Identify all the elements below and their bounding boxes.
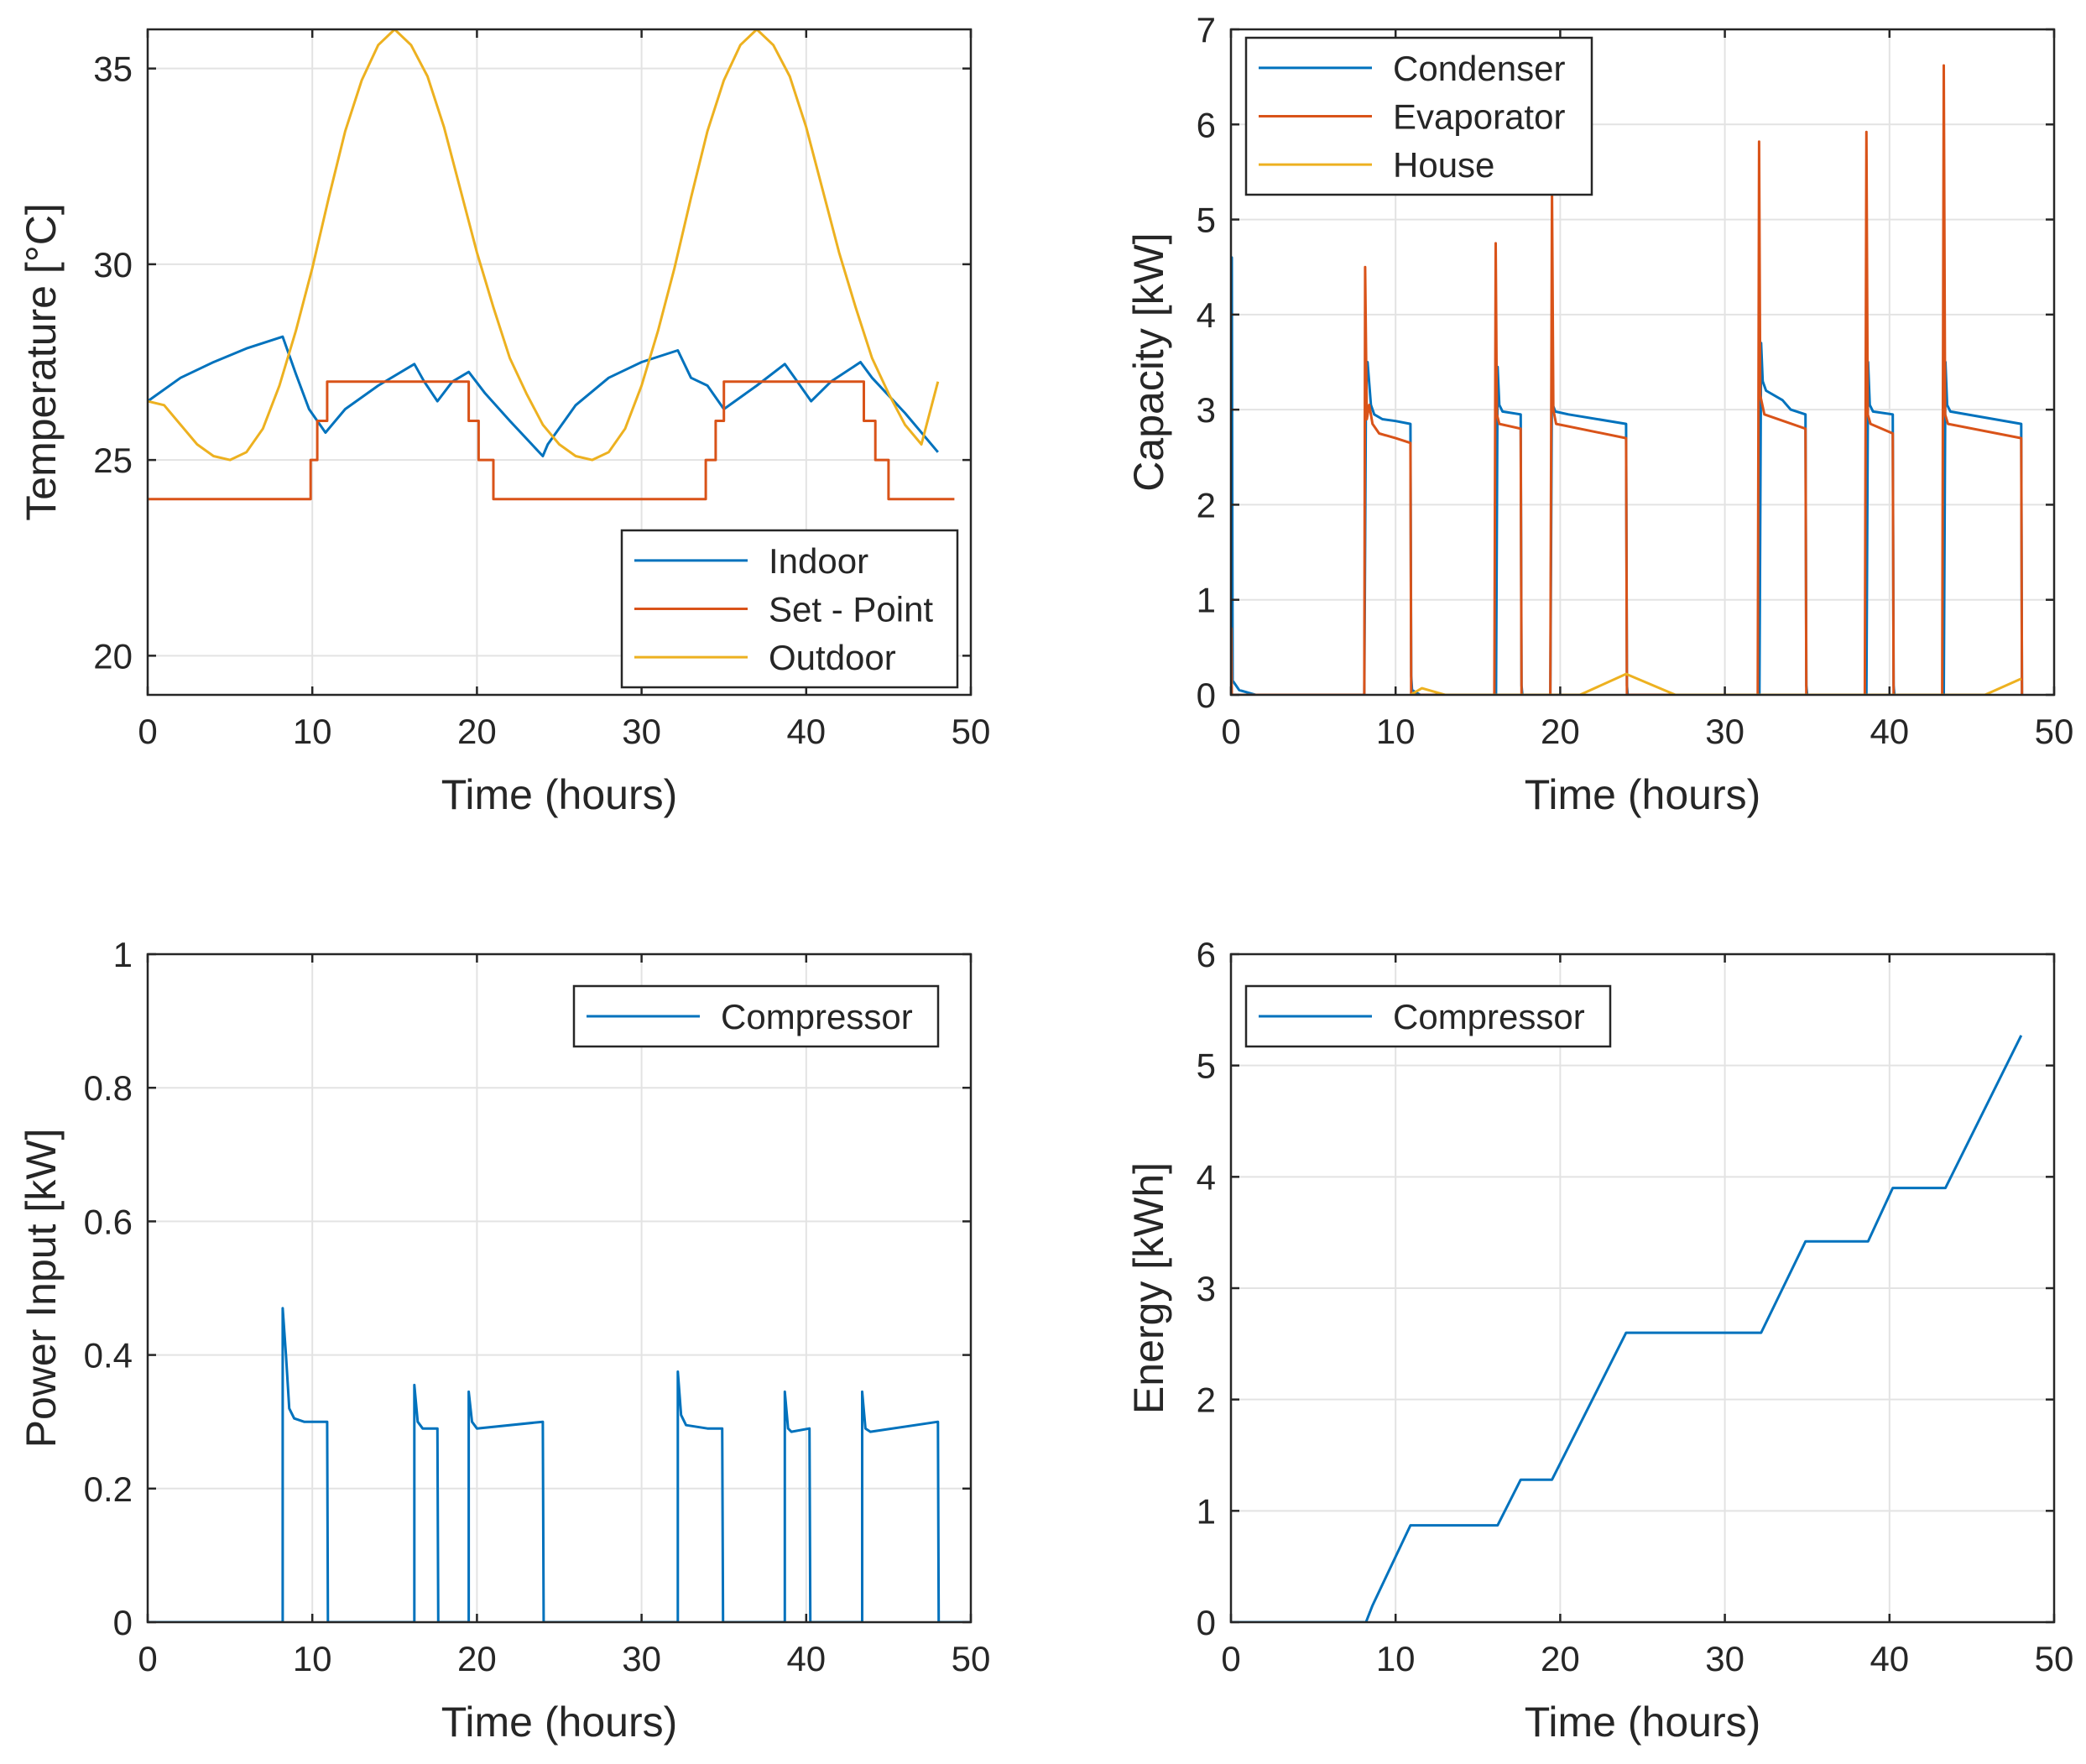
y-axis-label: Energy [kWh] xyxy=(1125,1162,1172,1414)
y-tick-label: 5 xyxy=(1197,1046,1216,1086)
y-tick-label: 0.6 xyxy=(84,1202,133,1241)
y-tick-label: 1 xyxy=(1197,581,1216,620)
y-tick-label: 0.8 xyxy=(84,1068,133,1108)
capacity-panel: 0 10 20 30 40 50 0 1 2 3 4 5 6 7 Time (hours) Capacity … xyxy=(1125,10,2073,818)
y-tick-label: 0.2 xyxy=(84,1469,133,1509)
x-tick-label: 30 xyxy=(622,712,661,751)
series-group xyxy=(1231,1035,2023,1622)
y-tick-label: 35 xyxy=(93,50,133,89)
plot-area xyxy=(148,954,971,1622)
x-tick-label: 0 xyxy=(138,1639,157,1678)
x-tick-label: 20 xyxy=(1541,712,1580,751)
legend-entry-label: House xyxy=(1393,145,1494,185)
series-line-compressor xyxy=(1231,1035,2023,1622)
temperature-panel: 0 10 20 30 40 50 20 25 30 35 Time (hours) Temperatu… xyxy=(18,28,991,818)
x-tick-label: 40 xyxy=(786,712,826,751)
legend: Condenser Evaporator House xyxy=(1244,36,1593,196)
x-axis-label: Time (hours) xyxy=(1525,1699,1761,1746)
y-tick-label: 25 xyxy=(93,441,133,480)
x-tick-label: 0 xyxy=(1221,712,1240,751)
series-group xyxy=(148,1307,971,1622)
x-tick-label: 40 xyxy=(786,1639,826,1678)
y-axis-label: Power Input [kW] xyxy=(18,1129,65,1448)
y-tick-label: 20 xyxy=(93,636,133,676)
legend-entry-label: Outdoor xyxy=(769,638,896,677)
legend-entry-label: Set - Point xyxy=(769,590,933,629)
x-axis-label: Time (hours) xyxy=(441,771,678,818)
series-group xyxy=(148,29,955,501)
y-tick-label: 6 xyxy=(1197,105,1216,144)
x-tick-label: 10 xyxy=(293,712,332,751)
y-tick-label: 2 xyxy=(1197,485,1216,525)
x-tick-label: 40 xyxy=(1870,712,1909,751)
legend-entry-label: Condenser xyxy=(1393,49,1565,88)
x-axis-label: Time (hours) xyxy=(1525,771,1761,818)
x-tick-label: 30 xyxy=(1705,712,1744,751)
x-tick-label: 30 xyxy=(1705,1639,1744,1678)
legend-entry-label: Compressor xyxy=(1393,997,1585,1036)
x-axis-label: Time (hours) xyxy=(441,1699,678,1746)
axes-frame xyxy=(1229,28,2056,697)
legend: Indoor Set - Point Outdoor xyxy=(620,529,959,689)
series-line-set-point xyxy=(148,380,955,501)
series-line-evaporator xyxy=(1231,64,2024,695)
x-tick-label: 10 xyxy=(1376,1639,1416,1678)
y-axis-label: Capacity [kW] xyxy=(1125,232,1172,491)
x-tick-label: 10 xyxy=(293,1639,332,1678)
y-tick-label: 1 xyxy=(1197,1491,1216,1531)
x-tick-label: 50 xyxy=(952,1639,991,1678)
series-line-outdoor xyxy=(148,29,940,462)
series-line-house xyxy=(1410,672,2022,695)
x-tick-label: 10 xyxy=(1376,712,1416,751)
y-tick-label: 4 xyxy=(1197,295,1216,335)
legend-entry-label: Compressor xyxy=(721,997,913,1036)
energy-panel: 0 10 20 30 40 50 0 1 2 3 4 5 6 Time (hours) Energy [kW… xyxy=(1125,935,2073,1746)
y-tick-label: 5 xyxy=(1197,201,1216,240)
y-tick-label: 7 xyxy=(1197,10,1216,50)
legend-box xyxy=(620,529,959,689)
legend: Compressor xyxy=(1244,984,1612,1048)
x-tick-label: 50 xyxy=(952,712,991,751)
x-tick-label: 40 xyxy=(1870,1639,1909,1678)
y-tick-label: 2 xyxy=(1197,1380,1216,1420)
y-tick-label: 0 xyxy=(1197,676,1216,715)
axes-frame xyxy=(146,952,973,1624)
y-tick-label: 1 xyxy=(113,935,133,974)
x-tick-label: 50 xyxy=(2035,1639,2074,1678)
x-tick-label: 20 xyxy=(1541,1639,1580,1678)
y-axis-label: Temperature [°C] xyxy=(18,203,65,520)
power-input-panel: 0 10 20 30 40 50 0 0.2 0.4 0.6 0.8 1 Time (hours) Pow… xyxy=(18,935,990,1746)
y-tick-label: 0.4 xyxy=(84,1336,133,1375)
y-tick-label: 30 xyxy=(93,245,133,284)
y-tick-label: 4 xyxy=(1197,1157,1216,1197)
y-tick-label: 3 xyxy=(1197,1269,1216,1308)
y-tick-label: 6 xyxy=(1197,935,1216,974)
axes-frame xyxy=(146,28,973,697)
series-line-indoor xyxy=(148,335,939,457)
series-line-compressor xyxy=(148,1307,971,1622)
series-group xyxy=(1231,64,2024,695)
y-tick-label: 0 xyxy=(1197,1603,1216,1642)
x-tick-label: 20 xyxy=(457,712,497,751)
legend: Compressor xyxy=(572,984,940,1048)
legend-entry-label: Indoor xyxy=(769,541,868,581)
x-tick-label: 20 xyxy=(457,1639,497,1678)
legend-entry-label: Evaporator xyxy=(1393,97,1565,137)
x-tick-label: 30 xyxy=(622,1639,661,1678)
y-tick-label: 3 xyxy=(1197,390,1216,430)
x-tick-label: 0 xyxy=(1221,1639,1240,1678)
x-tick-label: 50 xyxy=(2035,712,2074,751)
y-tick-label: 0 xyxy=(113,1603,133,1642)
x-tick-label: 0 xyxy=(138,712,157,751)
